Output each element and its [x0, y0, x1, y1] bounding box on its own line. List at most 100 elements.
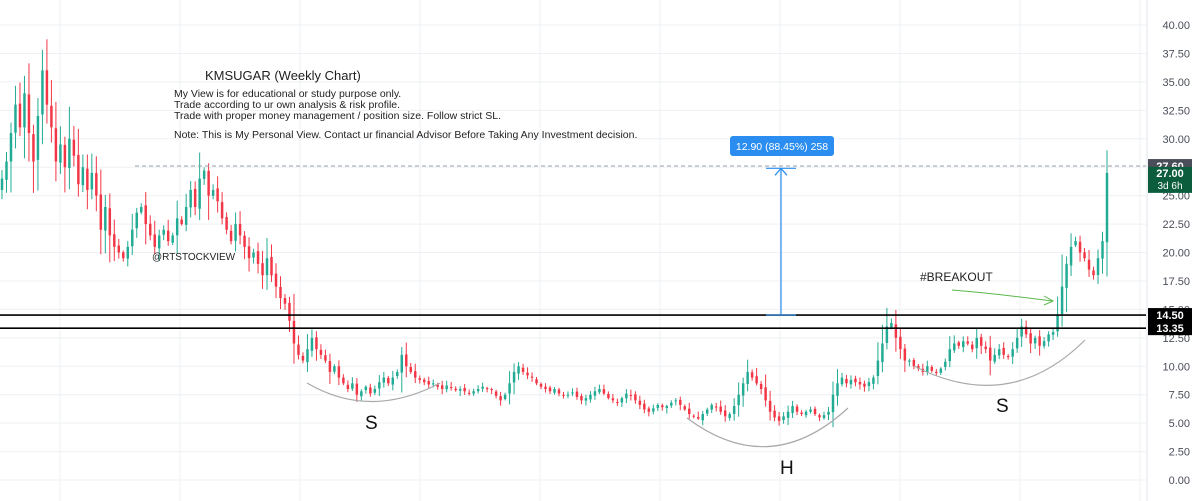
candle-up	[431, 383, 435, 385]
candle-down	[818, 415, 821, 418]
resistance-1-price-box	[1148, 308, 1192, 323]
price-tick-label: 12.50	[1162, 333, 1190, 345]
candle-up	[306, 349, 309, 363]
candle-down	[557, 389, 561, 394]
candle-up	[0, 178, 4, 190]
candle-up	[1047, 334, 1050, 342]
candle-up	[737, 394, 740, 406]
candle-down	[225, 217, 228, 230]
candle-up	[1056, 315, 1059, 332]
candle-down	[77, 154, 80, 185]
candle-up	[827, 411, 830, 415]
candle-up	[1074, 241, 1077, 246]
candle-up	[1069, 246, 1073, 266]
candle-up	[90, 172, 94, 190]
candle-down	[463, 387, 466, 392]
candle-down	[494, 391, 498, 396]
note-line-3: Trade with proper money management / pos…	[174, 110, 501, 122]
candle-up	[598, 389, 601, 393]
candle-down	[764, 387, 767, 401]
candle-down	[279, 286, 282, 298]
candle-up	[59, 144, 62, 163]
candle-down	[328, 361, 332, 372]
candle-up	[836, 383, 839, 396]
price-axis-pane[interactable]	[1147, 0, 1200, 501]
candle-up	[849, 379, 853, 385]
candle-down	[387, 377, 390, 384]
candle-down	[346, 384, 350, 389]
breakout-label: #BREAKOUT	[920, 270, 993, 284]
candle-down	[858, 381, 862, 385]
candle-down	[863, 383, 866, 387]
candle-down	[467, 392, 471, 394]
measure-label-box	[730, 136, 834, 156]
price-tick-label: 35.00	[1162, 77, 1190, 89]
price-tick-label: 20.00	[1162, 248, 1190, 260]
price-tick-label: 5.00	[1169, 418, 1190, 430]
candle-up	[584, 398, 588, 401]
candle-up	[1011, 349, 1014, 357]
candle-up	[746, 371, 749, 385]
candle-up	[175, 218, 179, 236]
candle-up	[589, 394, 592, 400]
candle-down	[845, 378, 848, 384]
price-tick-label: 17.50	[1162, 276, 1190, 288]
candle-down	[697, 417, 700, 419]
candle-up	[1020, 326, 1023, 337]
candle-down	[180, 219, 183, 225]
last-price-box	[1148, 166, 1192, 193]
candle-down	[813, 408, 817, 415]
candle-down	[144, 205, 147, 225]
measure-arrowhead	[774, 167, 788, 176]
candle-down	[984, 346, 987, 350]
candle-down	[611, 398, 615, 401]
candle-up	[786, 411, 790, 418]
candle-down	[688, 408, 691, 415]
candle-up	[391, 377, 395, 385]
candle-down	[113, 234, 116, 247]
price-tick-label: 30.00	[1162, 134, 1190, 146]
candle-up	[890, 323, 893, 328]
candle-up	[656, 404, 660, 408]
last-price-label: 27.00	[1156, 168, 1184, 180]
candle-down	[1029, 333, 1032, 344]
candle-up	[184, 207, 188, 225]
candle-down	[153, 234, 156, 247]
candle-up	[382, 377, 386, 383]
candle-up	[162, 229, 165, 235]
left-shoulder-curve	[306, 382, 441, 402]
candle-down	[301, 355, 305, 361]
candle-down	[616, 401, 619, 403]
resistance-1-price-label: 14.50	[1156, 310, 1184, 322]
candle-down	[629, 394, 633, 396]
candle-up	[81, 167, 85, 186]
candle-up	[360, 391, 363, 397]
candle-down	[288, 302, 291, 321]
candle-down	[108, 208, 112, 236]
note-line-1: My View is for educational or study purp…	[174, 88, 401, 100]
candle-down	[535, 379, 538, 384]
candle-down	[800, 412, 803, 415]
candle-up	[728, 414, 731, 418]
note-line-2: Trade according to ur own analysis & ris…	[174, 99, 400, 111]
candle-down	[647, 408, 651, 412]
price-tick-label: 2.50	[1169, 447, 1190, 459]
candle-up	[189, 189, 192, 208]
candle-down	[216, 188, 219, 202]
candle-up	[620, 398, 624, 403]
candle-down	[634, 394, 637, 401]
candle-down	[966, 341, 969, 344]
candle-up	[211, 189, 215, 196]
candle-up	[364, 386, 368, 391]
candle-up	[881, 343, 884, 363]
candle-up	[993, 354, 996, 362]
candle-up	[1060, 286, 1064, 314]
candle-down	[166, 230, 170, 242]
candle-up	[710, 404, 713, 410]
candle-up	[822, 415, 826, 419]
candle-down	[122, 252, 125, 259]
candle-down	[32, 134, 35, 162]
candle-down	[602, 389, 606, 394]
candle-down	[99, 194, 103, 230]
